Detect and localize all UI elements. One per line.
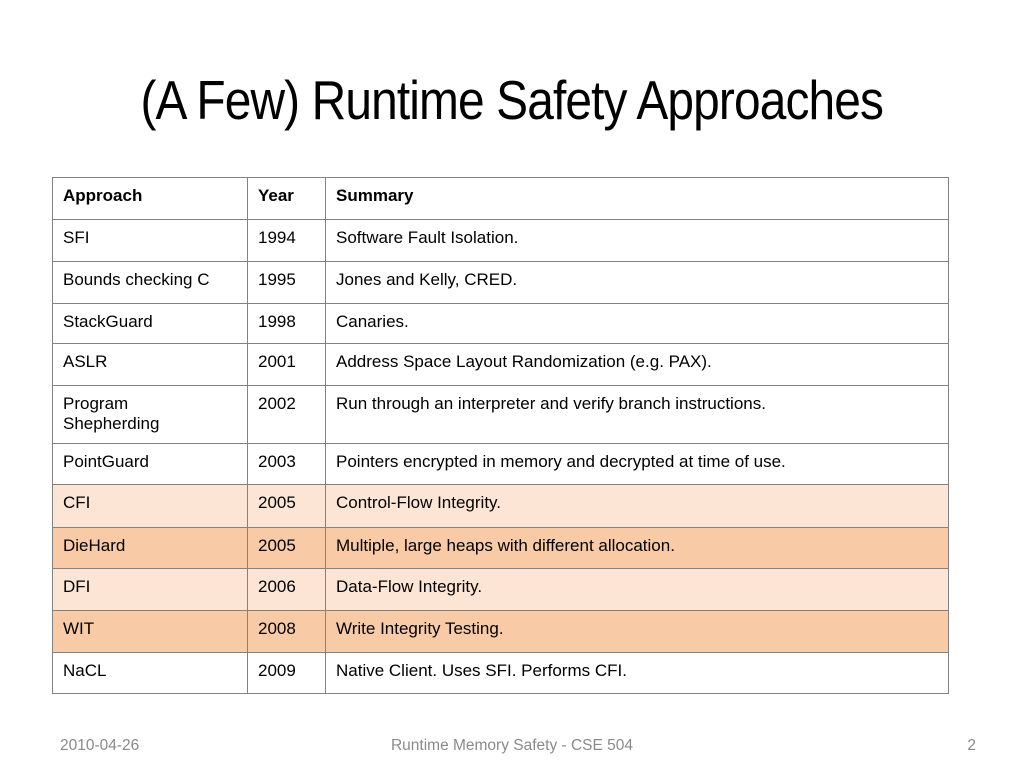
year-cell: 2005	[247, 527, 326, 569]
table-row-highlight-medium: WIT 2008 Write Integrity Testing.	[52, 610, 949, 653]
footer-page-number: 2	[967, 737, 976, 754]
approach-cell: PointGuard	[52, 443, 248, 485]
approach-cell: Bounds checking C	[52, 261, 248, 304]
table-row: ASLR 2001 Address Space Layout Randomiza…	[52, 343, 949, 386]
approach-cell: CFI	[52, 484, 248, 528]
summary-cell: Multiple, large heaps with different all…	[325, 527, 949, 569]
table-body: SFI 1994 Software Fault Isolation. Bound…	[52, 219, 949, 694]
slide-title: (A Few) Runtime Safety Approaches	[0, 70, 1024, 130]
approach-cell: NaCL	[52, 652, 248, 694]
header-row: Approach Year Summary	[52, 177, 949, 220]
approach-cell: SFI	[52, 219, 248, 262]
header-summary: Summary	[325, 177, 949, 220]
approach-cell: DFI	[52, 568, 248, 611]
approach-cell: DieHard	[52, 527, 248, 569]
year-cell: 1995	[247, 261, 326, 304]
summary-cell: Address Space Layout Randomization (e.g.…	[325, 343, 949, 386]
summary-cell: Control-Flow Integrity.	[325, 484, 949, 528]
approach-cell: WIT	[52, 610, 248, 653]
year-cell: 2008	[247, 610, 326, 653]
approach-cell: Program Shepherding	[52, 385, 248, 444]
header-year: Year	[247, 177, 326, 220]
year-cell: 2001	[247, 343, 326, 386]
table-row: StackGuard 1998 Canaries.	[52, 303, 949, 344]
table-row: Program Shepherding 2002 Run through an …	[52, 385, 949, 444]
summary-cell: Jones and Kelly, CRED.	[325, 261, 949, 304]
year-cell: 1994	[247, 219, 326, 262]
summary-cell: Run through an interpreter and verify br…	[325, 385, 949, 444]
slide-title-text: (A Few) Runtime Safety Approaches	[140, 69, 884, 131]
year-cell: 2006	[247, 568, 326, 611]
table-row-highlight-light: CFI 2005 Control-Flow Integrity.	[52, 484, 949, 528]
approach-cell: StackGuard	[52, 303, 248, 344]
approaches-table: Approach Year Summary SFI 1994 Software …	[52, 177, 949, 694]
slide-footer: 2010-04-26 Runtime Memory Safety - CSE 5…	[0, 735, 1024, 757]
footer-title: Runtime Memory Safety - CSE 504	[390, 737, 634, 754]
summary-cell: Software Fault Isolation.	[325, 219, 949, 262]
table-row: NaCL 2009 Native Client. Uses SFI. Perfo…	[52, 652, 949, 694]
table-row: SFI 1994 Software Fault Isolation.	[52, 219, 949, 262]
table-row: Bounds checking C 1995 Jones and Kelly, …	[52, 261, 949, 304]
header-approach: Approach	[52, 177, 248, 220]
year-cell: 2002	[247, 385, 326, 444]
summary-cell: Data-Flow Integrity.	[325, 568, 949, 611]
summary-cell: Native Client. Uses SFI. Performs CFI.	[325, 652, 949, 694]
table-row-highlight-medium: DieHard 2005 Multiple, large heaps with …	[52, 527, 949, 569]
approach-cell: ASLR	[52, 343, 248, 386]
table-row: PointGuard 2003 Pointers encrypted in me…	[52, 443, 949, 485]
year-cell: 2005	[247, 484, 326, 528]
summary-cell: Canaries.	[325, 303, 949, 344]
year-cell: 1998	[247, 303, 326, 344]
table-header: Approach Year Summary	[52, 177, 949, 220]
year-cell: 2003	[247, 443, 326, 485]
summary-cell: Pointers encrypted in memory and decrypt…	[325, 443, 949, 485]
table-row-highlight-light: DFI 2006 Data-Flow Integrity.	[52, 568, 949, 611]
year-cell: 2009	[247, 652, 326, 694]
footer-date: 2010-04-26	[60, 737, 140, 754]
summary-cell: Write Integrity Testing.	[325, 610, 949, 653]
